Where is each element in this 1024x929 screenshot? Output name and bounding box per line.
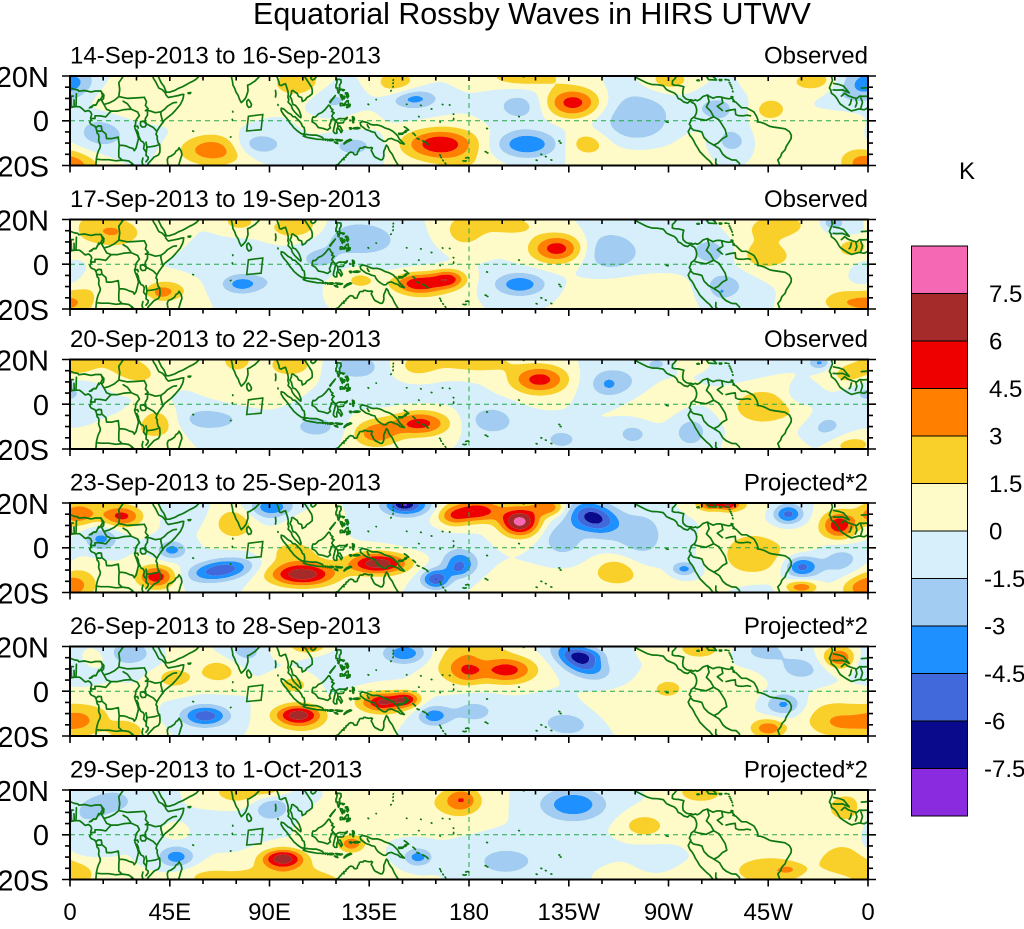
- svg-text:0: 0: [63, 899, 76, 924]
- svg-text:0: 0: [33, 250, 49, 282]
- svg-text:20S: 20S: [0, 295, 49, 327]
- svg-text:Equatorial Rossby Waves in HIR: Equatorial Rossby Waves in HIRS UTWV: [253, 0, 812, 31]
- svg-text:0: 0: [33, 677, 49, 709]
- svg-text:0: 0: [33, 820, 49, 852]
- svg-text:Observed: Observed: [764, 43, 868, 70]
- svg-text:20S: 20S: [0, 435, 49, 467]
- svg-text:0: 0: [33, 390, 49, 422]
- svg-text:45E: 45E: [148, 899, 191, 924]
- svg-text:23-Sep-2013 to 25-Sep-2013: 23-Sep-2013 to 25-Sep-2013: [70, 470, 381, 497]
- svg-text:90E: 90E: [248, 899, 291, 924]
- svg-text:180: 180: [449, 899, 489, 924]
- svg-text:29-Sep-2013 to 1-Oct-2013: 29-Sep-2013 to 1-Oct-2013: [70, 757, 362, 784]
- svg-text:14-Sep-2013 to 16-Sep-2013: 14-Sep-2013 to 16-Sep-2013: [70, 43, 381, 70]
- svg-text:20N: 20N: [0, 776, 49, 808]
- svg-text:Projected*2: Projected*2: [744, 757, 868, 784]
- svg-text:4.5: 4.5: [989, 376, 1022, 403]
- svg-text:-1.5: -1.5: [984, 566, 1024, 593]
- svg-text:0: 0: [33, 106, 49, 138]
- svg-text:20N: 20N: [0, 62, 49, 94]
- svg-text:20N: 20N: [0, 346, 49, 378]
- svg-text:20S: 20S: [0, 579, 49, 611]
- svg-text:20N: 20N: [0, 633, 49, 665]
- svg-text:0: 0: [989, 519, 1002, 546]
- svg-text:20-Sep-2013 to 22-Sep-2013: 20-Sep-2013 to 22-Sep-2013: [70, 326, 381, 353]
- svg-text:3: 3: [989, 424, 1002, 451]
- svg-text:-4.5: -4.5: [984, 661, 1024, 688]
- svg-text:26-Sep-2013 to 28-Sep-2013: 26-Sep-2013 to 28-Sep-2013: [70, 613, 381, 640]
- svg-text:20S: 20S: [0, 152, 49, 184]
- svg-text:20S: 20S: [0, 866, 49, 898]
- svg-text:Projected*2: Projected*2: [744, 613, 868, 640]
- svg-text:7.5: 7.5: [989, 281, 1022, 308]
- svg-text:K: K: [959, 158, 975, 185]
- svg-text:6: 6: [989, 329, 1002, 356]
- svg-text:20S: 20S: [0, 722, 49, 754]
- svg-text:-6: -6: [984, 709, 1005, 736]
- svg-text:-7.5: -7.5: [984, 756, 1024, 783]
- svg-text:20N: 20N: [0, 489, 49, 521]
- svg-text:Projected*2: Projected*2: [744, 470, 868, 497]
- svg-text:-3: -3: [984, 614, 1005, 641]
- svg-text:135E: 135E: [341, 899, 397, 924]
- svg-text:45W: 45W: [744, 899, 794, 924]
- svg-text:90W: 90W: [644, 899, 694, 924]
- svg-text:20N: 20N: [0, 206, 49, 238]
- svg-text:1.5: 1.5: [989, 471, 1022, 498]
- svg-text:Observed: Observed: [764, 186, 868, 213]
- svg-text:17-Sep-2013 to 19-Sep-2013: 17-Sep-2013 to 19-Sep-2013: [70, 186, 381, 213]
- svg-text:Observed: Observed: [764, 326, 868, 353]
- svg-text:135W: 135W: [537, 899, 600, 924]
- svg-text:0: 0: [33, 533, 49, 565]
- svg-text:0: 0: [861, 899, 874, 924]
